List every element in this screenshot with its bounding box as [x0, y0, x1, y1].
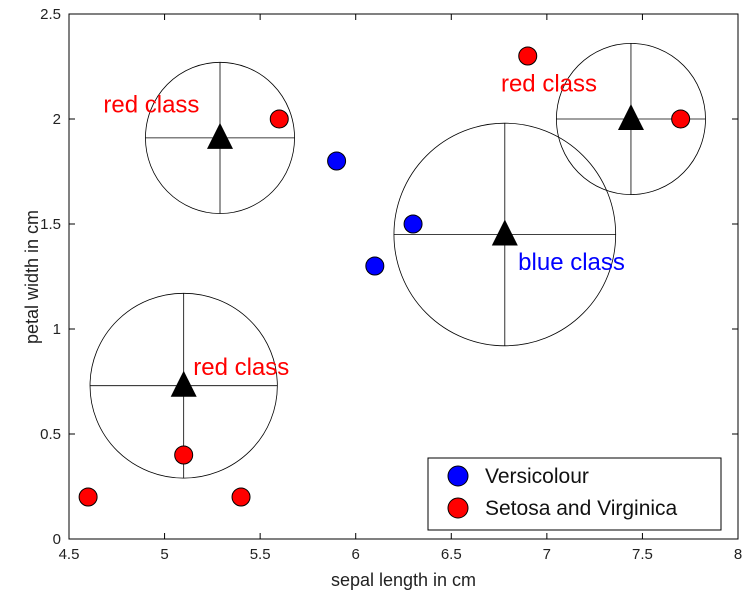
legend-label: Versicolour	[485, 465, 589, 488]
data-point	[671, 109, 691, 129]
legend-marker	[447, 497, 469, 519]
data-point	[231, 487, 251, 507]
legend-box	[427, 457, 722, 531]
x-tick-label: 5.5	[250, 546, 271, 563]
x-tick-label: 6	[352, 546, 360, 563]
axis-ticks: 4.5 5 5.5 6 6.5 7 7.5 8 0 0.5 1 1.5 2 2.5	[40, 6, 742, 563]
y-tick-label: 1.5	[40, 216, 61, 233]
data-points	[78, 46, 691, 507]
data-point	[403, 214, 423, 234]
centroid-triangle	[491, 219, 518, 246]
legend: Versicolour Setosa and Virginica	[427, 457, 722, 531]
y-tick-label: 2.5	[40, 6, 61, 23]
data-point	[78, 487, 98, 507]
class-annotation-label: blue class	[518, 249, 625, 276]
centroid-triangle	[170, 370, 197, 397]
x-axis-label: sepal length in cm	[331, 570, 476, 590]
data-point	[174, 445, 194, 465]
legend-marker	[447, 465, 469, 487]
x-tick-label: 7	[543, 546, 551, 563]
class-annotation-label: red class	[193, 354, 289, 381]
y-axis-label: petal width in cm	[22, 210, 42, 344]
y-tick-label: 0	[53, 531, 61, 548]
centroid-triangle	[617, 104, 644, 130]
class-annotation-label: red class	[501, 71, 597, 98]
class-annotations: red class blue class red class red class	[103, 71, 625, 382]
data-point	[518, 46, 538, 66]
centroid-triangle	[207, 122, 234, 149]
data-point	[269, 109, 289, 129]
x-tick-label: 7.5	[632, 546, 653, 563]
y-tick-label: 0.5	[40, 426, 61, 443]
x-tick-label: 5	[160, 546, 168, 563]
centroid-markers	[170, 104, 644, 397]
y-tick-label: 1	[53, 321, 61, 338]
data-point	[327, 151, 347, 171]
legend-label: Setosa and Virginica	[485, 497, 678, 520]
data-point	[365, 256, 385, 276]
class-annotation-label: red class	[103, 92, 199, 119]
plot-frame	[68, 13, 739, 540]
x-tick-label: 8	[734, 546, 742, 563]
y-tick-label: 2	[53, 111, 61, 128]
x-tick-label: 6.5	[441, 546, 462, 563]
x-tick-label: 4.5	[59, 546, 80, 563]
